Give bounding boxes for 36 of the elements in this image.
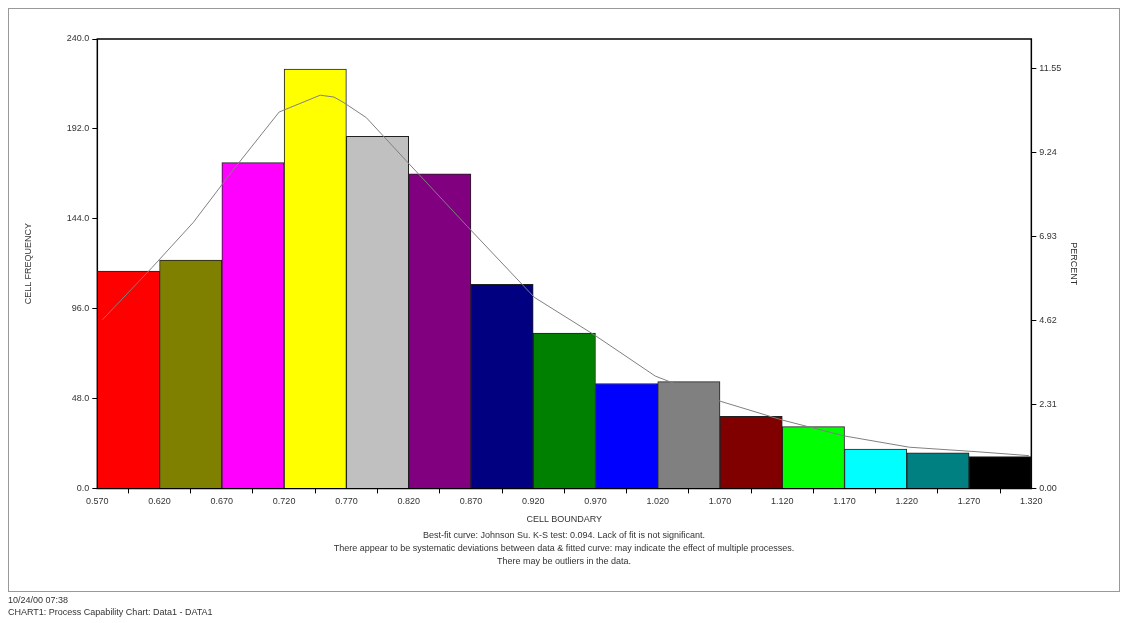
caption: CHART1: Process Capability Chart: Data1 - DATA1: [8, 606, 214, 618]
y2-tick-label: 11.55: [1039, 62, 1062, 73]
y2-tick-label: 2.31: [1039, 398, 1057, 409]
x-tick-label: 0.820: [397, 496, 420, 507]
y-axis-title: CELL FREQUENCY: [22, 223, 33, 305]
x-tick-label: 0.670: [210, 496, 234, 507]
x-tick-label: 1.320: [1020, 496, 1043, 507]
x-tick-label: 0.920: [521, 496, 545, 507]
x-tick-label: 1.170: [833, 496, 856, 507]
y-tick-label: 48.0: [71, 393, 90, 403]
text: There appear to be systematic deviations between data & fitted curve: may indicate the effect of multiple processes.: [332, 542, 796, 555]
x-tick-label: 0.570: [86, 496, 109, 507]
y2-tick-label: 0.00: [1039, 482, 1057, 493]
x-tick-label: 1.070: [708, 496, 732, 507]
y2-tick-label: 9.24: [1039, 146, 1057, 157]
y-tick-label: 192.0: [66, 123, 90, 134]
x-tick-label: 1.270: [957, 496, 981, 507]
x-tick-label: 1.020: [646, 496, 669, 507]
x-tick-label: 0.970: [584, 496, 607, 507]
x-axis-title: CELL BOUNDARY: [526, 514, 603, 525]
text: Best-fit curve: Johnson Su. K-S test: 0.094. Lack of fit is not significant.: [421, 529, 707, 542]
y2-tick-label: 6.93: [1039, 230, 1057, 241]
y2-axis-title: PERCENT: [1069, 242, 1080, 286]
x-tick-label: 1.220: [895, 496, 919, 507]
y-tick-label: 240.0: [66, 33, 90, 44]
text: There may be outliers in the data.: [495, 555, 633, 568]
y-tick-label: 144.0: [66, 213, 90, 224]
text: 10/24/00 07:38: [8, 594, 70, 606]
x-tick-label: 1.120: [771, 496, 794, 507]
y2-tick-label: 4.62: [1039, 314, 1057, 325]
x-tick-label: 0.620: [148, 496, 171, 507]
y-tick-label: 96.0: [71, 303, 90, 314]
y-tick-label: 0.0: [76, 482, 90, 493]
x-tick-label: 0.770: [335, 496, 358, 507]
x-tick-label: 0.720: [272, 496, 296, 507]
x-tick-label: 0.870: [459, 496, 483, 507]
